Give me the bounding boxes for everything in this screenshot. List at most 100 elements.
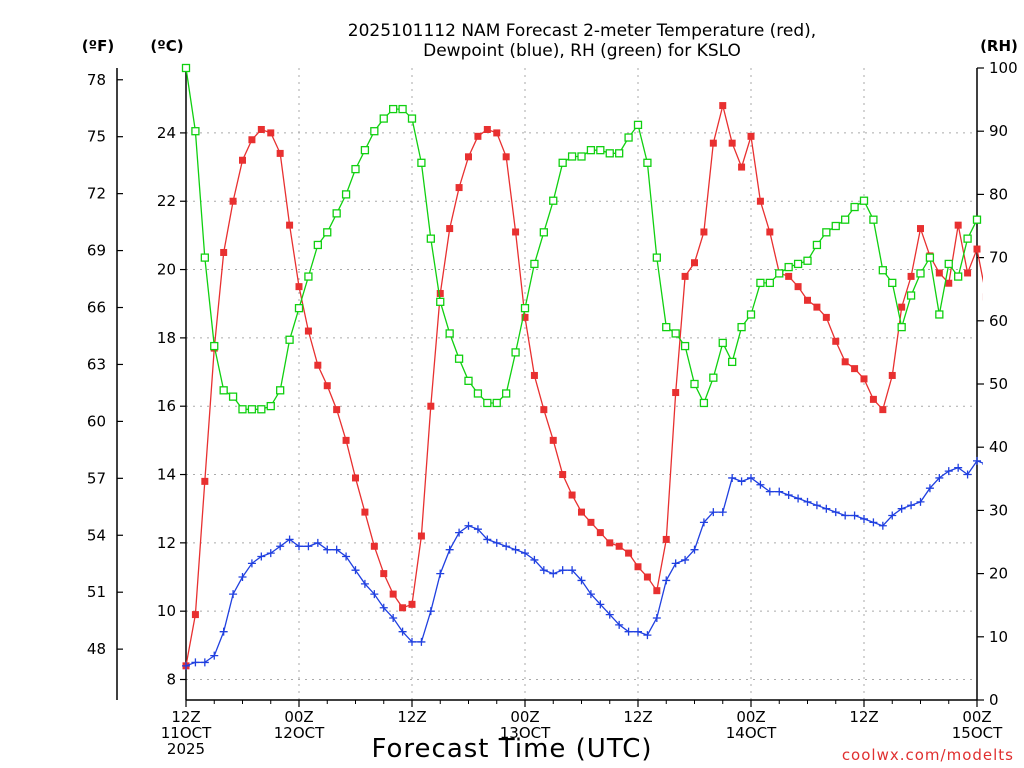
temperature-point (964, 269, 972, 277)
rh-tick-label: 100 (989, 59, 1018, 77)
dewpoint-point (765, 487, 774, 496)
time-tick-label: 12OCT (274, 724, 325, 742)
fahrenheit-tick-label: 72 (87, 185, 106, 203)
dewpoint-point (351, 566, 360, 575)
rh-tick-label: 10 (989, 628, 1008, 646)
rh-point (483, 398, 492, 408)
celsius-tick-label: 14 (157, 466, 176, 484)
fahrenheit-unit-label: (ºF) (82, 37, 114, 55)
temperature-point (483, 125, 491, 133)
dewpoint-point (502, 542, 511, 551)
dewpoint-point (841, 511, 850, 520)
rh-point (954, 272, 963, 281)
temperature-point (662, 535, 670, 543)
temperature-point (596, 529, 604, 537)
rh-point (247, 405, 257, 414)
temperature-point (954, 221, 962, 229)
temperature-point (709, 139, 717, 147)
temperature-point (276, 149, 284, 157)
dewpoint-point (643, 631, 652, 640)
rh-point (285, 335, 294, 344)
temperature-point (935, 269, 943, 277)
rh-point (812, 240, 822, 250)
temperature-point (568, 491, 576, 499)
dewpoint-point (521, 549, 529, 558)
dewpoint-point (907, 501, 916, 510)
celsius-tick-label: 12 (157, 534, 176, 552)
rh-point (831, 221, 840, 231)
rh-point (341, 190, 351, 199)
dewpoint-point (219, 627, 228, 636)
temperature-point (587, 518, 595, 526)
temperature-point (841, 358, 849, 366)
dewpoint-point (916, 497, 925, 506)
rh-point (445, 329, 454, 338)
rh-series (181, 63, 982, 414)
temperature-point (869, 395, 877, 403)
rh-point (558, 158, 567, 167)
rh-point (238, 405, 247, 414)
celsius-tick-label: 18 (157, 329, 176, 347)
rh-point (662, 322, 671, 332)
rh-point (624, 133, 633, 142)
dewpoint-point (511, 545, 520, 554)
temperature-line (185, 105, 983, 666)
dewpoint-point (888, 511, 897, 520)
dewpoint-point (982, 463, 983, 465)
dewpoint-point (709, 508, 718, 517)
rh-point (746, 310, 756, 319)
rh-point (643, 158, 652, 167)
temperature-point (502, 153, 510, 161)
temperature-point (700, 228, 708, 236)
rh-point (520, 304, 530, 313)
dewpoint-point (247, 559, 256, 568)
rh-tick-label: 70 (989, 249, 1008, 267)
temperature-point (512, 228, 520, 236)
dewpoint-point (652, 614, 661, 623)
temperature-point (691, 259, 698, 267)
temperature-point (333, 406, 341, 414)
temperature-point (832, 337, 840, 345)
rh-point (530, 259, 539, 269)
rh-tick-label: 40 (989, 438, 1008, 456)
rh-point (181, 63, 191, 73)
rh-point (323, 228, 332, 237)
rh-tick-label: 90 (989, 122, 1008, 140)
rh-point (200, 253, 209, 262)
rh-tick-label: 50 (989, 375, 1008, 393)
temperature-point (615, 542, 623, 550)
dewpoint-point (483, 535, 492, 544)
temperature-point (813, 303, 821, 311)
rh-point (549, 196, 558, 205)
temperature-point (945, 279, 953, 287)
temperature-point (267, 129, 275, 137)
temperature-point (191, 611, 199, 619)
temperature-point (606, 539, 614, 547)
temperature-point (625, 549, 633, 557)
celsius-tick-label: 20 (157, 261, 176, 279)
dewpoint-point (408, 637, 416, 646)
dewpoint-point (747, 473, 755, 482)
rh-point (671, 329, 680, 338)
rh-line (185, 67, 978, 410)
dewpoint-point (869, 518, 878, 527)
temperature-point (436, 289, 444, 297)
temperature-point (672, 389, 680, 397)
dewpoint-point (398, 627, 407, 636)
temperature-point (804, 296, 811, 304)
fahrenheit-tick-label: 48 (87, 640, 106, 658)
rh-tick-label: 80 (989, 185, 1008, 203)
fahrenheit-tick-label: 54 (87, 526, 106, 544)
dewpoint-point (473, 525, 482, 534)
dewpoint-point (775, 487, 784, 496)
dewpoint-point (831, 508, 840, 517)
rh-point (567, 152, 577, 161)
time-tick-label: 12Z (171, 708, 200, 726)
dewpoint-point (464, 521, 473, 530)
dewpoint-point (238, 573, 247, 582)
time-tick-label: 13OCT (500, 724, 551, 742)
dewpoint-point (963, 470, 972, 479)
temperature-point (681, 272, 689, 280)
rh-point (728, 357, 737, 367)
